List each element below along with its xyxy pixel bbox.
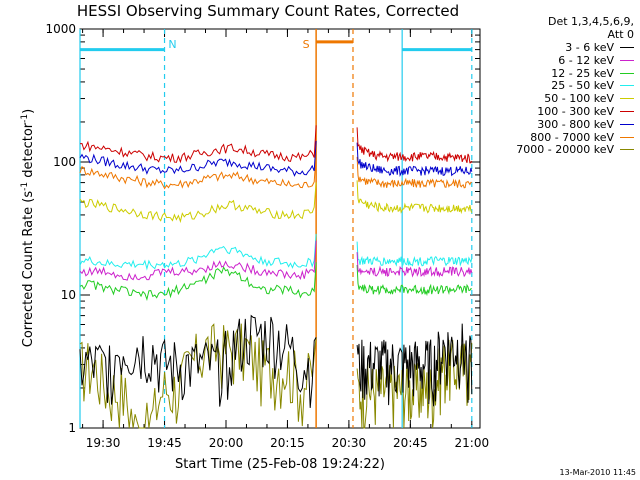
legend-label: 800 - 7000 keV	[530, 130, 614, 144]
series-line	[356, 241, 473, 267]
legend-entry: 50 - 100 keV	[544, 92, 634, 105]
x-tick-label: 20:00	[209, 436, 244, 450]
chart-title: HESSI Observing Summary Count Rates, Cor…	[77, 2, 459, 20]
y-label-part: )	[21, 109, 36, 114]
y-tick-label: 1000	[45, 22, 76, 36]
series-line	[356, 180, 473, 215]
legend-entry: 7000 - 20000 keV	[516, 143, 634, 156]
footer-date: 13-Mar-2010 11:45	[560, 468, 637, 477]
legend-swatch	[620, 123, 634, 125]
x-axis: 19:30 19:45 20:00 20:15 20:30 20:45 21:00	[82, 29, 490, 450]
series-line	[79, 140, 317, 177]
legend-swatch	[620, 59, 634, 61]
legend-swatch	[620, 98, 634, 100]
legend-entry: 100 - 300 keV	[537, 105, 634, 118]
series-line	[356, 156, 472, 189]
legend-header: Det 1,3,4,5,6,9,	[547, 15, 634, 28]
y-tick-label: 100	[53, 155, 76, 169]
legend-label: 6 - 12 keV	[558, 53, 614, 67]
series-line	[79, 262, 317, 301]
legend-entry: 6 - 12 keV	[558, 54, 634, 67]
y-label-sup: -1	[20, 114, 30, 123]
legend-header-line: Det 1,3,4,5,6,9,	[548, 15, 634, 28]
annotation-label: S	[303, 38, 310, 51]
plot-area: 1 10 100 1000 19:30 19:45 20:00 20:15 20:30 20:4…	[45, 22, 489, 450]
y-axis-label: Corrected Count Rate (s-1 detector-1)	[20, 109, 36, 347]
legend-entry: 25 - 50 keV	[551, 79, 634, 92]
legend-header-line: Att 0	[608, 28, 634, 41]
legend-entry: 800 - 7000 keV	[530, 131, 634, 144]
annotation-label: N	[168, 38, 176, 51]
legend-entry: 3 - 6 keV	[565, 41, 634, 54]
series-line	[79, 240, 317, 281]
x-axis-label: Start Time (25-Feb-08 19:24:22)	[175, 457, 385, 472]
legend-label: 7000 - 20000 keV	[516, 143, 614, 157]
legend-swatch	[620, 149, 634, 151]
legend-label: 12 - 25 keV	[551, 66, 614, 80]
series-line	[79, 125, 317, 164]
legend-swatch	[620, 136, 634, 138]
y-label-part: detector	[21, 122, 36, 182]
series-line	[356, 142, 473, 177]
legend-entry: 300 - 800 keV	[537, 118, 634, 131]
series-line	[79, 323, 317, 429]
series-line	[79, 182, 317, 224]
legend-label: 25 - 50 keV	[551, 79, 614, 93]
series-line	[79, 233, 317, 271]
series-line	[356, 252, 473, 278]
series-line	[79, 314, 317, 408]
x-tick-label: 21:00	[455, 436, 490, 450]
legend-header: Att 0	[607, 28, 634, 41]
y-tick-label: 10	[61, 288, 76, 302]
legend-label: 3 - 6 keV	[565, 41, 614, 54]
series-line	[356, 264, 472, 297]
x-tick-label: 19:45	[147, 436, 182, 450]
legend-swatch	[620, 85, 634, 87]
series-lines	[79, 125, 473, 429]
x-tick-label: 20:30	[332, 436, 367, 450]
legend-label: 300 - 800 keV	[537, 117, 614, 131]
series-line	[356, 323, 473, 407]
y-label-part: Corrected Count Rate (s	[21, 191, 36, 348]
legend-label: 50 - 100 keV	[544, 92, 614, 106]
series-line	[356, 127, 473, 164]
x-tick-label: 20:45	[393, 436, 428, 450]
legend-swatch	[620, 72, 634, 74]
y-axis: 1 10 100 1000	[45, 22, 480, 435]
x-tick-label: 20:15	[270, 436, 305, 450]
legend-label: 100 - 300 keV	[537, 105, 614, 118]
y-tick-label: 1	[68, 421, 76, 435]
y-label-sup: -1	[20, 182, 30, 191]
legend-swatch	[620, 47, 634, 48]
legend-entry: 12 - 25 keV	[551, 67, 634, 80]
series-line	[79, 153, 317, 190]
x-tick-label: 19:30	[86, 436, 121, 450]
legend-swatch	[620, 111, 634, 112]
